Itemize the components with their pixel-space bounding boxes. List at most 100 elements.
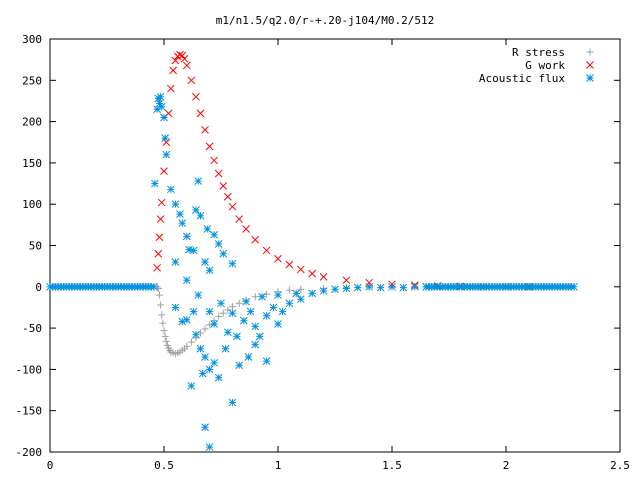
- data-point: [153, 263, 162, 272]
- data-point: [206, 321, 214, 329]
- data-point: [214, 239, 223, 248]
- data-point: [182, 61, 191, 70]
- data-point: [399, 283, 408, 292]
- data-point: [292, 289, 301, 298]
- data-point: [171, 303, 180, 312]
- data-point: [235, 215, 244, 223]
- data-point: [342, 276, 351, 285]
- y-tick-label: 250: [22, 74, 42, 87]
- y-tick-label: -50: [22, 322, 42, 335]
- data-point: [201, 353, 209, 361]
- data-point: [242, 297, 250, 306]
- data-point: [410, 282, 419, 291]
- series-layer: [46, 50, 578, 451]
- data-point: [210, 230, 219, 239]
- data-point: [215, 313, 223, 321]
- data-point: [171, 56, 180, 65]
- data-point: [274, 254, 282, 263]
- data-point: [182, 276, 191, 285]
- y-tick-label: 0: [35, 281, 42, 294]
- data-point: [150, 282, 158, 291]
- y-tick-label: 200: [22, 116, 42, 129]
- data-point: [189, 307, 198, 316]
- data-point: [166, 185, 175, 194]
- data-point: [319, 273, 328, 281]
- data-point: [183, 342, 191, 350]
- data-point: [278, 307, 287, 316]
- x-tick-label: 0.5: [154, 459, 174, 472]
- data-point: [228, 259, 237, 268]
- data-point: [187, 76, 196, 85]
- data-point: [182, 315, 191, 324]
- data-point: [342, 284, 351, 293]
- data-point: [285, 286, 293, 294]
- data-point: [251, 340, 260, 349]
- y-tick-label: -200: [16, 446, 43, 459]
- data-point: [182, 232, 191, 241]
- legend-label: R stress: [512, 46, 565, 59]
- data-point: [258, 292, 266, 301]
- legend-marker: [586, 74, 594, 82]
- data-point: [262, 311, 271, 320]
- x-tick-label: 0: [47, 459, 54, 472]
- data-point: [171, 258, 180, 266]
- data-point: [156, 92, 165, 101]
- data-point: [214, 373, 223, 382]
- data-point: [296, 295, 305, 304]
- data-point: [192, 206, 200, 214]
- data-point: [228, 398, 237, 407]
- data-point: [376, 283, 385, 292]
- data-point: [570, 282, 578, 291]
- data-point: [160, 113, 168, 122]
- data-point: [285, 260, 294, 269]
- data-point: [239, 316, 248, 325]
- legend-label: Acoustic flux: [479, 72, 565, 85]
- data-point: [194, 291, 203, 299]
- y-tick-label: 150: [22, 157, 42, 170]
- data-point: [201, 325, 209, 333]
- data-point: [251, 322, 260, 331]
- x-tick-label: 1: [275, 459, 282, 472]
- series-acoustic-flux: [46, 92, 578, 451]
- y-axis: 300 250 200 150 100 50 0 -50 -100 -150 -200: [16, 33, 620, 459]
- data-point: [214, 169, 223, 178]
- data-point: [244, 353, 253, 361]
- series-g-work: [153, 50, 533, 291]
- data-point: [196, 344, 205, 353]
- data-point: [196, 211, 205, 220]
- data-point: [210, 358, 219, 367]
- data-point: [388, 282, 396, 291]
- data-point: [251, 293, 259, 301]
- data-point: [198, 369, 207, 378]
- x-tick-label: 2.5: [610, 459, 630, 472]
- data-point: [189, 246, 198, 255]
- data-point: [157, 198, 166, 207]
- data-point: [205, 142, 214, 151]
- data-point: [223, 192, 232, 201]
- data-point: [365, 282, 374, 291]
- data-point: [196, 109, 205, 118]
- data-point: [161, 332, 169, 340]
- data-point: [157, 301, 165, 309]
- legend-marker: [586, 61, 594, 69]
- data-point: [235, 299, 243, 307]
- chart-title: m1/n1.5/q2.0/r-+.20-j104/M0.2/512: [216, 14, 435, 27]
- data-point: [192, 92, 200, 101]
- data-point: [160, 167, 168, 176]
- data-point: [251, 235, 260, 244]
- data-point: [187, 338, 195, 346]
- data-point: [158, 311, 166, 319]
- data-point: [228, 202, 237, 211]
- data-point: [157, 102, 166, 111]
- data-point: [205, 266, 214, 275]
- data-point: [274, 320, 282, 328]
- y-tick-label: -150: [16, 405, 43, 418]
- data-point: [151, 179, 159, 188]
- data-point: [228, 309, 237, 318]
- data-point: [178, 317, 187, 326]
- data-point: [308, 269, 317, 278]
- data-point: [262, 246, 271, 255]
- data-point: [219, 309, 227, 317]
